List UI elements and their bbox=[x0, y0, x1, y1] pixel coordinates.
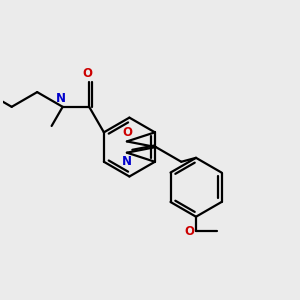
Text: N: N bbox=[56, 92, 66, 105]
Text: O: O bbox=[83, 67, 93, 80]
Text: O: O bbox=[184, 225, 194, 238]
Text: O: O bbox=[122, 126, 132, 139]
Text: N: N bbox=[122, 155, 132, 168]
